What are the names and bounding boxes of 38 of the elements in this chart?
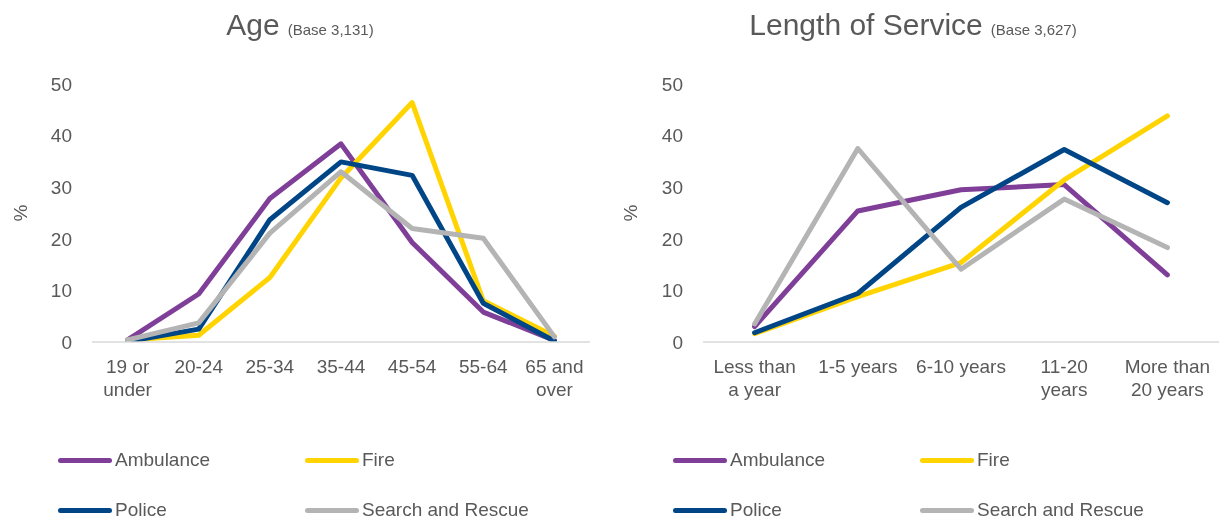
- y-tick-label: 40: [661, 125, 683, 147]
- x-tick-label: 6-10 years: [916, 356, 1006, 378]
- y-tick-label: 20: [661, 228, 683, 250]
- x-tick-label: 19 or under: [103, 356, 153, 400]
- legend-label: Police: [115, 498, 167, 522]
- legend-label: Search and Rescue: [362, 498, 529, 522]
- legend-label: Fire: [362, 448, 395, 472]
- y-tick-label: 50: [661, 73, 683, 95]
- x-tick-label: 35-44: [316, 356, 366, 378]
- y-tick-label: 10: [50, 280, 72, 302]
- y-tick-label: 40: [50, 125, 72, 147]
- x-tick-label: More than 20 years: [1124, 356, 1211, 400]
- x-tick-label: 55-64: [458, 356, 509, 378]
- x-tick-label: 11-20 years: [1040, 356, 1088, 400]
- y-tick-label: 10: [661, 280, 683, 302]
- y-tick-label: 0: [61, 331, 72, 353]
- y-tick-label: 30: [661, 176, 683, 198]
- chart-title: Age: [226, 8, 280, 41]
- x-tick-label: 25-34: [245, 356, 295, 378]
- chart-subtitle: (Base 3,131): [287, 21, 374, 38]
- x-tick-label: 1-5 years: [818, 356, 898, 378]
- legend-label: Fire: [977, 448, 1010, 472]
- x-tick-label: 20-24: [174, 356, 224, 378]
- legend-label: Ambulance: [115, 448, 211, 472]
- chart-title: Length of Service: [749, 8, 983, 41]
- y-tick-label: 30: [50, 176, 72, 198]
- x-tick-label: 45-54: [387, 356, 437, 378]
- y-tick-label: 50: [50, 73, 72, 95]
- legend-label: Ambulance: [730, 448, 826, 472]
- legend-label: Search and Rescue: [977, 498, 1144, 522]
- legend-label: Police: [730, 498, 782, 522]
- chart-subtitle: (Base 3,627): [990, 21, 1077, 38]
- y-tick-label: 20: [50, 228, 72, 250]
- y-axis-title: %: [619, 204, 641, 222]
- y-tick-label: 0: [672, 331, 683, 353]
- y-axis-title: %: [9, 204, 31, 222]
- x-tick-label: 65 and over: [525, 356, 584, 400]
- x-tick-label: Less than a year: [713, 356, 796, 400]
